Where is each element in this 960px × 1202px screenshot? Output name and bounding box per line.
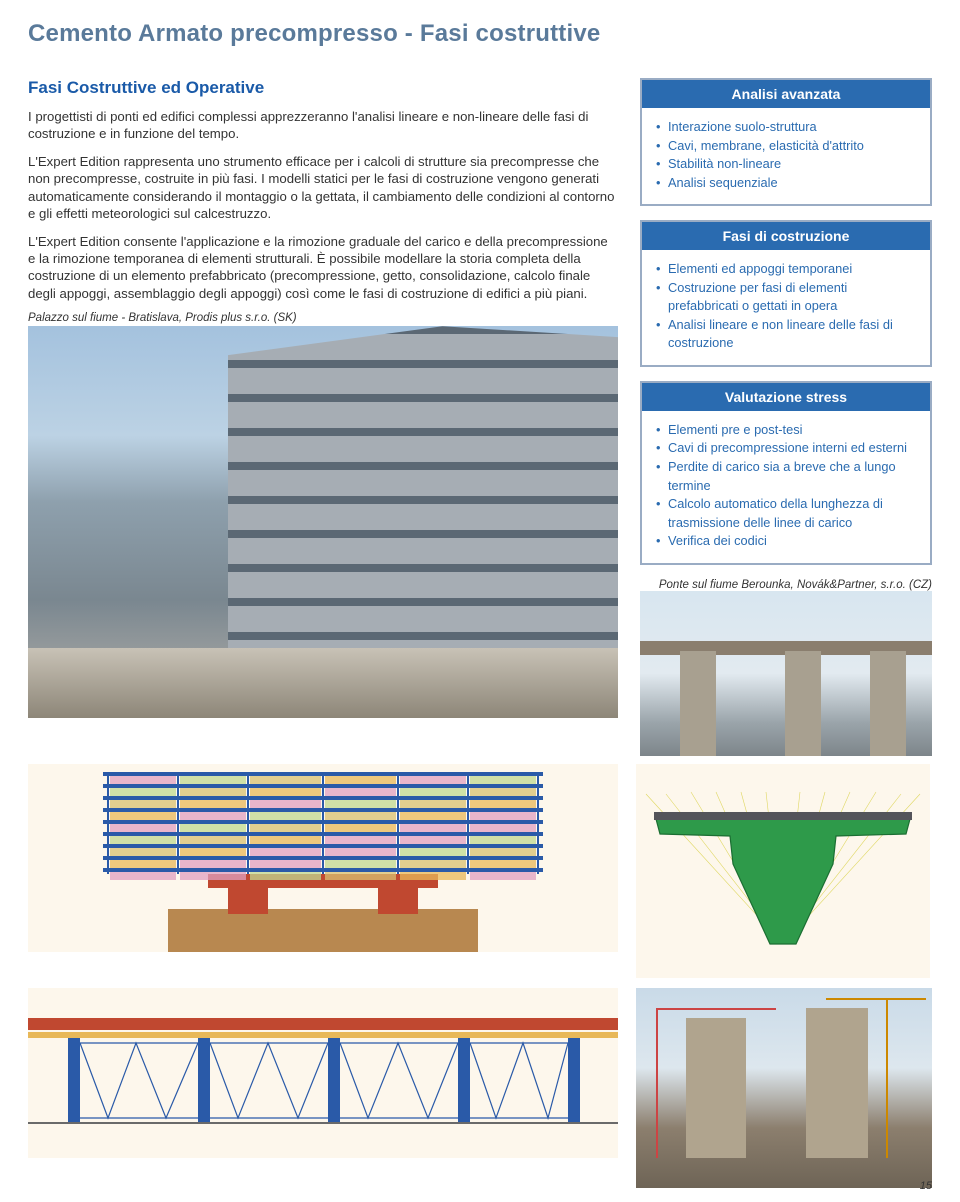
list-item: Calcolo automatico della lunghezza di tr… <box>656 495 918 532</box>
elevation-diagram <box>28 764 618 978</box>
list-item: Elementi ed appoggi temporanei <box>656 260 918 279</box>
list-item: Analisi lineare e non lineare delle fasi… <box>656 316 918 353</box>
info-box: Analisi avanzataInterazione suolo-strutt… <box>640 78 932 206</box>
list-item: Verifica dei codici <box>656 532 918 551</box>
building-photo <box>28 326 618 718</box>
info-box-header: Analisi avanzata <box>642 80 930 108</box>
list-item: Analisi sequenziale <box>656 174 918 193</box>
list-item: Stabilità non-lineare <box>656 155 918 174</box>
list-item: Costruzione per fasi di elementi prefabb… <box>656 279 918 316</box>
bridge-photo <box>640 591 932 756</box>
construction-photo <box>636 988 932 1188</box>
info-box-body: Interazione suolo-strutturaCavi, membran… <box>642 108 930 204</box>
info-box: Valutazione stressElementi pre e post-te… <box>640 381 932 565</box>
section-heading: Fasi Costruttive ed Operative <box>28 78 618 98</box>
paragraph-1: I progettisti di ponti ed edifici comple… <box>28 108 618 143</box>
list-item: Perdite di carico sia a breve che a lung… <box>656 458 918 495</box>
two-column-layout: Fasi Costruttive ed Operative I progetti… <box>28 78 932 756</box>
diagrams-row <box>28 764 932 978</box>
page-title: Cemento Armato precompresso - Fasi costr… <box>28 20 932 48</box>
paragraph-3: L'Expert Edition consente l'applicazione… <box>28 233 618 303</box>
list-item: Elementi pre e post-tesi <box>656 421 918 440</box>
right-column: Analisi avanzataInterazione suolo-strutt… <box>640 78 932 756</box>
paragraph-2: L'Expert Edition rappresenta uno strumen… <box>28 153 618 223</box>
list-item: Cavi di precompressione interni ed ester… <box>656 439 918 458</box>
bridge-caption: Ponte sul fiume Berounka, Novák&Partner,… <box>640 579 932 591</box>
photo-caption: Palazzo sul fiume - Bratislava, Prodis p… <box>28 312 618 324</box>
bottom-row <box>28 988 932 1188</box>
left-column: Fasi Costruttive ed Operative I progetti… <box>28 78 618 756</box>
info-box-body: Elementi pre e post-tesiCavi di precompr… <box>642 411 930 563</box>
bridge-elevation-diagram <box>28 988 618 1188</box>
list-item: Cavi, membrane, elasticità d'attrito <box>656 137 918 156</box>
info-box-body: Elementi ed appoggi temporaneiCostruzion… <box>642 250 930 365</box>
info-box: Fasi di costruzioneElementi ed appoggi t… <box>640 220 932 367</box>
info-box-header: Fasi di costruzione <box>642 222 930 250</box>
info-box-header: Valutazione stress <box>642 383 930 411</box>
section-diagram <box>636 764 932 978</box>
page-number: 15 <box>920 1180 932 1192</box>
list-item: Interazione suolo-struttura <box>656 118 918 137</box>
